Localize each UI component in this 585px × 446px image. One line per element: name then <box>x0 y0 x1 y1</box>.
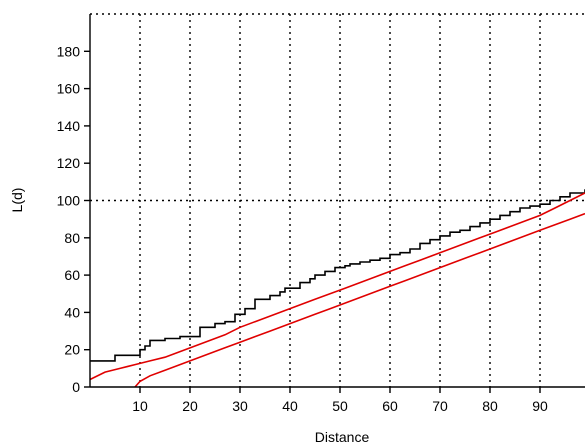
y-tick-label: 100 <box>57 193 81 209</box>
y-tick-label: 120 <box>57 155 81 171</box>
x-tick-label: 30 <box>232 398 248 414</box>
y-tick-label: 180 <box>57 43 81 59</box>
y-tick-label: 0 <box>72 379 80 395</box>
series-line-0 <box>90 189 585 362</box>
x-tick-label: 20 <box>182 398 198 414</box>
y-tick-label: 140 <box>57 118 81 134</box>
y-tick-label: 20 <box>64 342 80 358</box>
y-axis-label: L(d) <box>9 188 25 213</box>
x-tick-label: 10 <box>132 398 148 414</box>
x-tick-label: 40 <box>282 398 298 414</box>
grid <box>90 13 585 387</box>
y-tick-label: 60 <box>64 267 80 283</box>
x-tick-label: 70 <box>432 398 448 414</box>
y-tick-label: 40 <box>64 304 80 320</box>
series-group <box>89 189 585 388</box>
x-tick-label: 60 <box>382 398 398 414</box>
x-tick-label: 80 <box>482 398 498 414</box>
x-tick-label: 90 <box>532 398 548 414</box>
axes <box>84 14 585 393</box>
series-line-2 <box>134 212 585 388</box>
series-line-1 <box>89 192 585 381</box>
x-tick-label: 50 <box>332 398 348 414</box>
tick-labels: 0 20 40 60 80 100 120 140 160 180 10 20 30 40 50 60 70 80… <box>57 43 548 414</box>
y-tick-label: 80 <box>64 230 80 246</box>
x-axis-label: Distance <box>315 429 370 445</box>
y-tick-label: 160 <box>57 81 81 97</box>
